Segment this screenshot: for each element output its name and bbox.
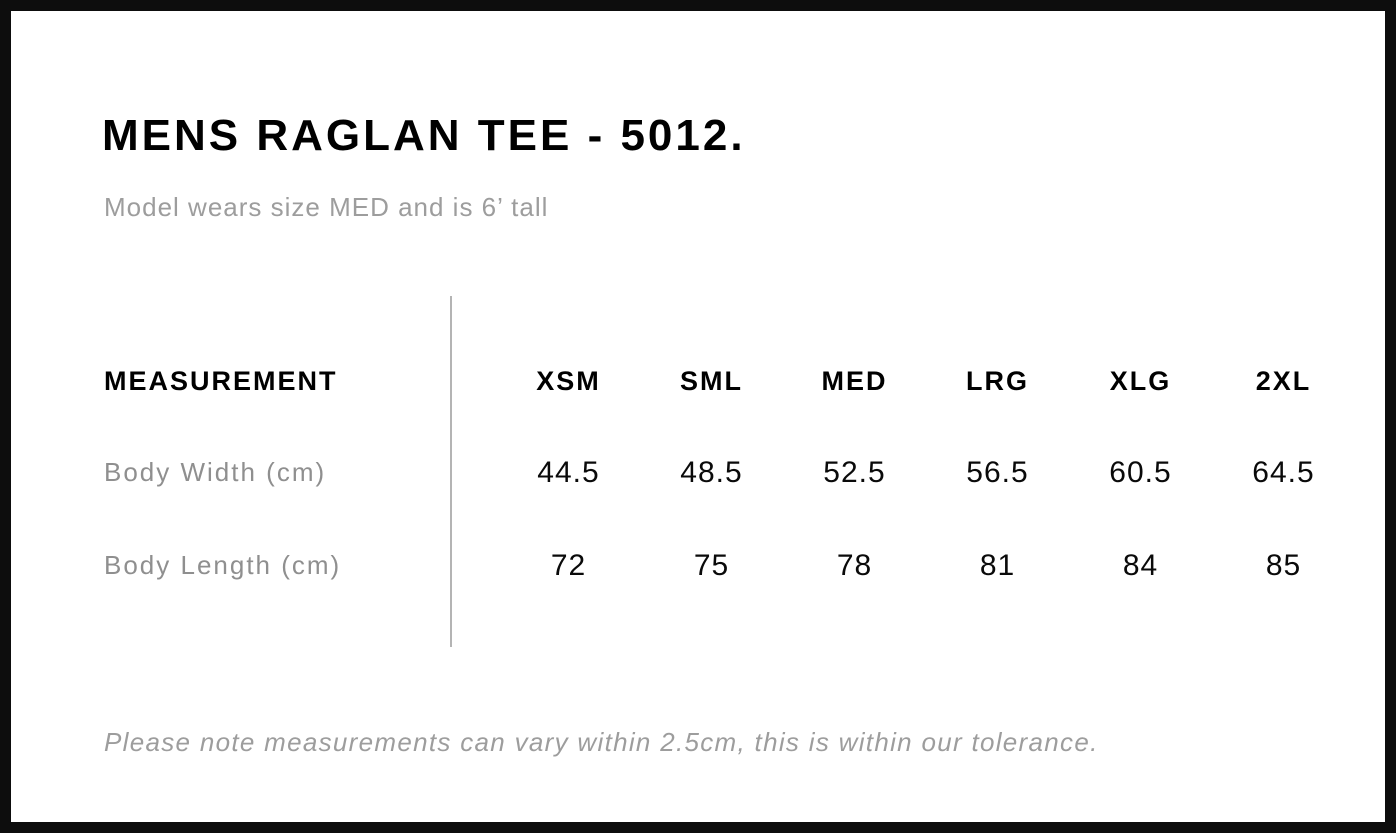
size-value: 64.5 [1252, 455, 1315, 489]
column-header-2xl: 2XL [1255, 366, 1312, 396]
column-header-med: MED [821, 366, 888, 396]
page-subtitle: Model wears size MED and is 6’ tall [104, 192, 549, 222]
size-value: 78 [836, 548, 873, 582]
table-row-body-length: Body Length (cm) 72 75 78 81 84 85 [104, 547, 1355, 584]
size-value: 81 [979, 548, 1016, 582]
row-label-body-length: Body Length (cm) [104, 550, 342, 580]
size-value: 44.5 [537, 455, 600, 489]
measurement-column-header: MEASUREMENT [104, 366, 338, 396]
table-divider [450, 296, 452, 647]
column-header-xsm: XSM [536, 366, 601, 396]
column-header-sml: SML [680, 366, 743, 396]
column-header-xlg: XLG [1109, 366, 1172, 396]
size-value: 84 [1122, 548, 1159, 582]
size-value: 52.5 [823, 455, 886, 489]
size-value: 56.5 [966, 455, 1029, 489]
page-title: MENS RAGLAN TEE - 5012. [102, 111, 746, 160]
table-row-body-width: Body Width (cm) 44.5 48.5 52.5 56.5 60.5… [104, 454, 1355, 491]
column-header-lrg: LRG [966, 366, 1029, 396]
size-value: 60.5 [1109, 455, 1172, 489]
size-value: 48.5 [680, 455, 743, 489]
size-value: 72 [550, 548, 587, 582]
size-value: 85 [1265, 548, 1302, 582]
size-table-header-row: MEASUREMENT XSM SML MED LRG XLG 2XL [104, 363, 1355, 400]
tolerance-note: Please note measurements can vary within… [104, 727, 1099, 757]
size-value: 75 [693, 548, 730, 582]
row-label-body-width: Body Width (cm) [104, 457, 327, 487]
